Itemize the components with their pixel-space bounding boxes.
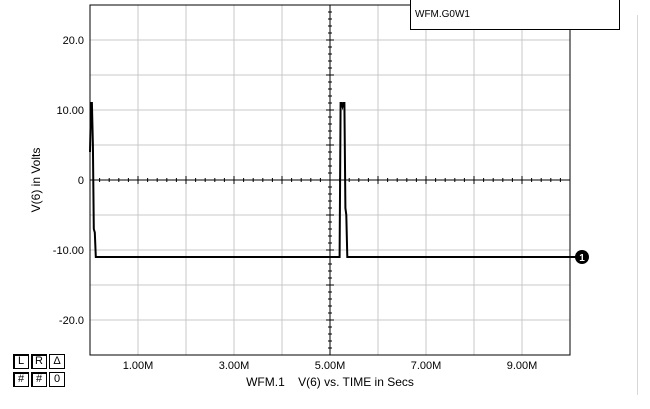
series-line [89,102,570,258]
left-cursor-button[interactable]: L [13,354,29,369]
delta-button[interactable]: Δ [49,354,65,369]
y-tick-label: -10.00 [53,245,84,257]
x-axis-title: WFM.1 V(6) vs. TIME in Secs [246,375,414,389]
tick-labels: 1.00M 3.00M 5.00M 7.00M 9.00M 20.0 10.00 0 -10.0… [53,35,537,372]
legend-box: WFM.G0W1 [410,0,620,30]
y-axis-title: V(6) in Volts [29,148,43,213]
left-cursor-readout[interactable]: # [13,372,29,387]
y-tick-label: -20.0 [59,315,84,327]
y-tick-label: 0 [78,175,84,187]
delta-readout[interactable]: 0 [49,372,65,387]
x-tick-label: 3.00M [219,360,250,372]
series-marker [575,250,589,264]
legend-label: WFM.G0W1 [415,9,470,20]
x-tick-label: 5.00M [315,360,346,372]
plot-border [89,4,571,356]
y-tick-label: 10.00 [56,105,84,117]
center-axes [89,4,571,356]
x-tick-label: 9.00M [507,360,538,372]
window-edge [637,15,638,395]
right-cursor-readout[interactable]: # [31,372,47,387]
x-tick-label: 1.00M [123,360,154,372]
x-tick-label: 7.00M [411,360,442,372]
right-cursor-button[interactable]: R [31,354,47,369]
series-marker-label: 1 [579,253,585,264]
series-layer: 1 [89,102,589,264]
y-tick-label: 20.0 [63,35,84,47]
